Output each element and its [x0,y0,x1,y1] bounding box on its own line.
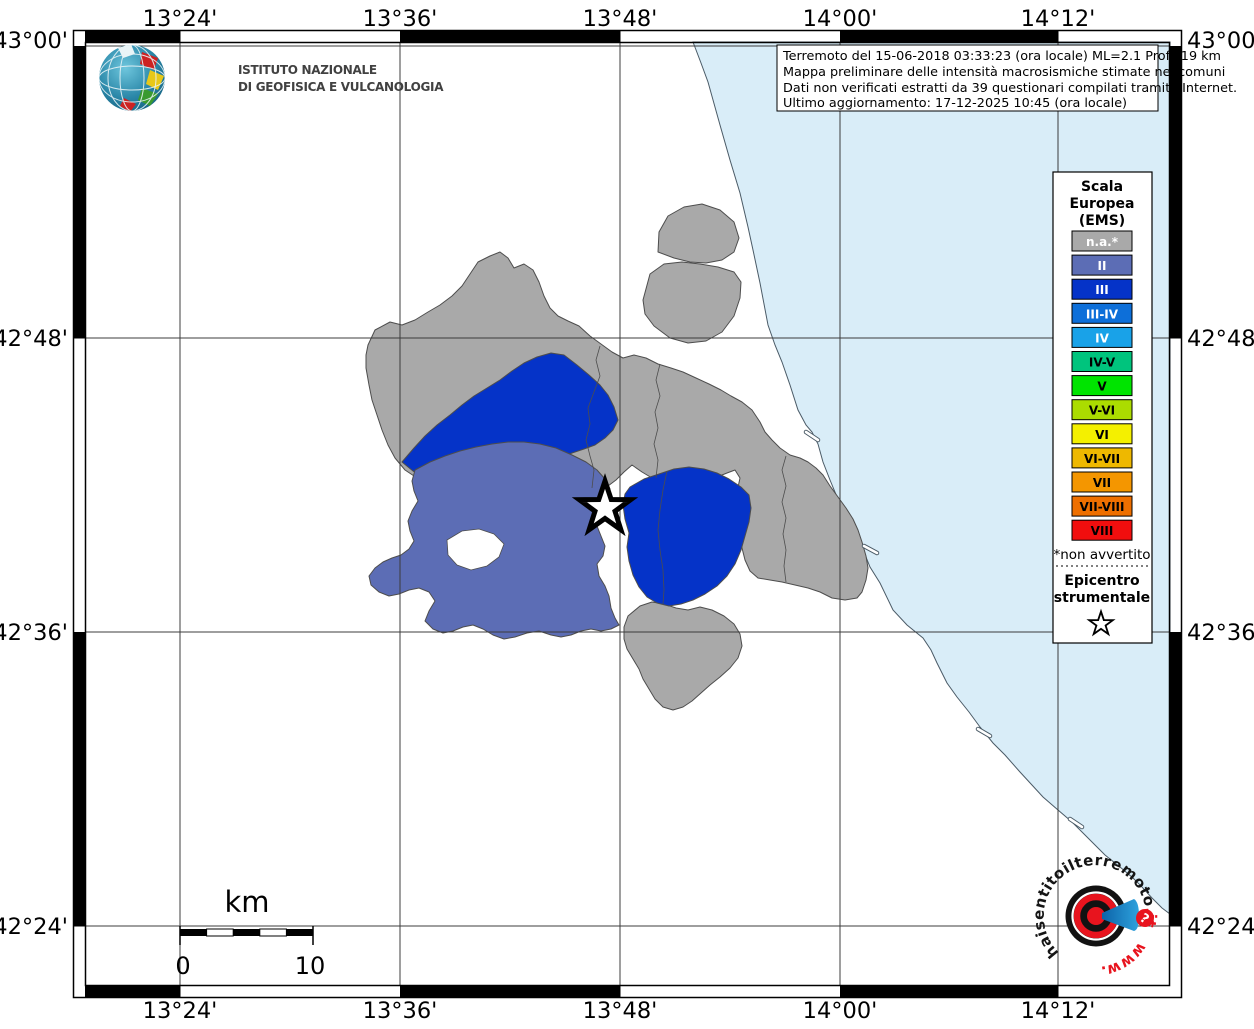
axis-label-lat: 42°24' [1187,914,1254,940]
legend-item-iii-iv: III-IV [1071,302,1133,324]
municipality-boundary-2 [653,363,661,479]
axis-label-lat: 42°24' [0,914,68,940]
info-line-event: Terremoto del 15-06-2018 03:33:23 (ora l… [782,49,1221,64]
event-info-box: Terremoto del 15-06-2018 03:33:23 (ora l… [776,44,1237,112]
legend-item-na: n.a.* [1071,230,1133,252]
svg-text:VII-VIII: VII-VIII [1079,500,1124,514]
axis-label-lat: 43°00' [1187,28,1254,54]
legend-title-line1: Scala [1081,179,1123,195]
axis-labels: 13°24' 13°36' 13°48' 14°00' 14°12' 13°24… [0,6,1254,1024]
scale-bar-start: 0 [175,952,190,980]
map-interior [85,41,1171,986]
legend-item-iv-v: IV-V [1071,351,1133,372]
haisentito-question-icon [1136,909,1154,927]
axis-label-lat: 43°00' [0,28,68,54]
legend-item-vi-vii: VI-VII [1071,447,1133,469]
info-line-map-type: Mappa preliminare delle intensità macros… [783,65,1225,80]
legend-item-viii: VIII [1071,519,1133,541]
ingv-name-line2: DI GEOFISICA E VULCANOLOGIA [238,80,444,94]
axis-label-lon: 14°12' [1021,6,1096,32]
municipality-na-north-1 [657,203,740,264]
axis-label-lon: 13°48' [583,998,658,1024]
svg-text:III: III [1095,283,1108,297]
municipality-boundary-3 [781,455,787,583]
svg-text:III-IV: III-IV [1086,307,1119,321]
ingv-logo: ISTITUTO NAZIONALE DI GEOFISICA E VULCAN… [99,45,445,111]
legend-item-v: V [1071,375,1133,397]
graticule [85,42,1170,986]
axis-label-lat: 42°48' [0,326,68,352]
axis-label-lon: 13°36' [363,998,438,1024]
svg-text:VI: VI [1095,428,1109,442]
axis-label-lat: 42°36' [0,620,68,646]
axis-label-lat: 42°48' [1187,326,1254,352]
svg-text:VI-VII: VI-VII [1084,452,1120,466]
legend-title-line2: Europea [1069,196,1134,212]
map-frame [72,29,1183,999]
axis-label-lon: 13°48' [583,6,658,32]
unshaded-enclave [446,528,505,571]
axis-label-lon: 14°00' [803,998,878,1024]
svg-text:n.a.*: n.a.* [1086,235,1119,249]
legend: Scala Europea (EMS) n.a.* II III III-IV [1052,171,1153,644]
axis-label-lon: 13°24' [143,998,218,1024]
svg-text:V-VI: V-VI [1089,404,1115,418]
svg-text:II: II [1098,259,1107,273]
legend-item-vii: VII [1071,471,1133,493]
info-line-questionnaires: Dati non verificati estratti da 39 quest… [783,81,1237,96]
axis-label-lon: 14°00' [803,6,878,32]
legend-items: n.a.* II III III-IV IV IV-V [1071,230,1133,541]
axis-label-lon: 14°12' [1021,998,1096,1024]
municipality-boundary-1 [585,345,601,489]
svg-text:VII: VII [1093,476,1111,490]
municipality-na-south [623,601,743,711]
axis-label-lat: 42°36' [1187,620,1254,646]
legend-epicenter-line2: strumentale [1054,590,1150,606]
svg-text:VIII: VIII [1091,524,1114,538]
municipality-iii-east [622,466,752,607]
legend-footnote: *non avvertito [1053,547,1150,563]
legend-title-line3: (EMS) [1079,213,1125,229]
scale-bar-unit: km [224,885,269,919]
legend-epicenter-line1: Epicentro [1064,573,1140,589]
coast-jetties [803,429,1085,830]
haisentito-megaphone-icon [1102,899,1139,931]
legend-item-vii-viii: VII-VIII [1071,495,1133,517]
municipality-na-north-2 [642,261,742,344]
legend-item-vi: VI [1071,423,1133,445]
municipality-boundary-east-pair [657,470,668,605]
svg-text:IV-V: IV-V [1089,356,1116,370]
svg-text:IV: IV [1095,331,1109,345]
legend-item-v-vi: V-VI [1071,399,1133,421]
legend-item-ii: II [1071,254,1133,276]
svg-text:V: V [1097,380,1107,394]
ingv-name-line1: ISTITUTO NAZIONALE [238,63,377,77]
axis-label-lon: 13°36' [363,6,438,32]
sea-polygon [692,41,1171,915]
scale-bar: km 0 10 [175,885,325,980]
legend-item-iv: IV [1071,326,1133,348]
scale-bar-end: 10 [295,952,326,980]
legend-item-iii: III [1071,278,1133,300]
axis-label-lon: 13°24' [143,6,218,32]
info-line-updated: Ultimo aggiornamento: 17-12-2025 10:45 (… [783,96,1127,111]
